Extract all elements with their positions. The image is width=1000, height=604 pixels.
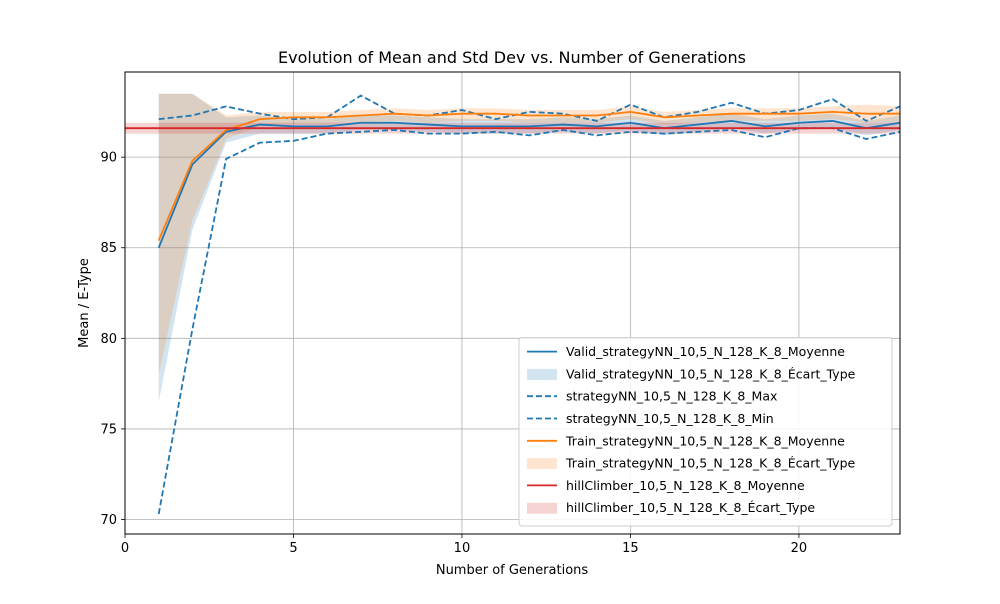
valid-strategynn-10-5-n-128-k-8-cart-type-legend-swatch bbox=[527, 368, 557, 380]
valid-strategynn-10-5-n-128-k-8-cart-type-band bbox=[158, 93, 900, 402]
legend-label: Valid_strategyNN_10,5_N_128_K_8_Écart_Ty… bbox=[566, 366, 856, 381]
x-tick-label: 0 bbox=[121, 541, 129, 556]
legend-label: strategyNN_10,5_N_128_K_8_Min bbox=[566, 411, 774, 426]
legend-item: Train_strategyNN_10,5_N_128_K_8_Écart_Ty… bbox=[527, 456, 856, 471]
valid-strategynn-10-5-n-128-k-8-moyenne-line bbox=[157, 120, 901, 249]
legend-item: Valid_strategyNN_10,5_N_128_K_8_Écart_Ty… bbox=[527, 366, 856, 381]
chart-legend: Valid_strategyNN_10,5_N_128_K_8_Moyenne V… bbox=[518, 337, 893, 527]
x-tick-label: 5 bbox=[289, 541, 297, 556]
x-axis-label: Number of Generations bbox=[436, 563, 589, 578]
legend-label: hillClimber_10,5_N_128_K_8_Écart_Type bbox=[566, 500, 815, 515]
x-tick-label: 10 bbox=[454, 541, 471, 556]
axis-ticks: 0 5 10 15 20 70 75 80 85 90 bbox=[100, 151, 807, 556]
legend-label: Train_strategyNN_10,5_N_128_K_8_Écart_Ty… bbox=[565, 456, 856, 471]
legend-label: hillClimber_10,5_N_128_K_8_Moyenne bbox=[566, 478, 805, 493]
legend-item: Train_strategyNN_10,5_N_128_K_8_Moyenne bbox=[527, 433, 845, 448]
train-strategynn-10-5-n-128-k-8-cart-type-band bbox=[158, 93, 900, 375]
hillclimber-10-5-n-128-k-8-cart-type-legend-swatch bbox=[527, 502, 557, 514]
legend-item: hillClimber_10,5_N_128_K_8_Écart_Type bbox=[527, 500, 815, 515]
strategynn-10-5-n-128-k-8-min-line bbox=[157, 127, 901, 515]
train-strategynn-10-5-n-128-k-8-moyenne-line bbox=[157, 110, 900, 241]
legend-label: Valid_strategyNN_10,5_N_128_K_8_Moyenne bbox=[566, 344, 845, 359]
series-lines bbox=[125, 94, 901, 515]
legend-item: strategyNN_10,5_N_128_K_8_Min bbox=[527, 411, 774, 426]
chart-title: Evolution of Mean and Std Dev vs. Number… bbox=[278, 48, 746, 67]
grid-lines bbox=[124, 72, 900, 534]
x-tick-label: 15 bbox=[622, 541, 639, 556]
y-tick-label: 75 bbox=[100, 422, 117, 437]
train-strategynn-10-5-n-128-k-8-cart-type-legend-swatch bbox=[527, 458, 557, 470]
legend-box bbox=[518, 337, 893, 527]
y-tick-label: 70 bbox=[100, 513, 117, 528]
plot-frame bbox=[124, 71, 901, 535]
x-tick-label: 20 bbox=[791, 541, 808, 556]
legend-label: Train_strategyNN_10,5_N_128_K_8_Moyenne bbox=[565, 433, 845, 448]
y-tick-label: 80 bbox=[100, 332, 117, 347]
legend-item: Valid_strategyNN_10,5_N_128_K_8_Moyenne bbox=[527, 344, 845, 359]
y-tick-label: 85 bbox=[100, 241, 117, 256]
y-axis-label: Mean / E-Type bbox=[77, 258, 92, 348]
y-tick-label: 90 bbox=[100, 151, 117, 166]
legend-label: strategyNN_10,5_N_128_K_8_Max bbox=[566, 389, 777, 404]
legend-item: strategyNN_10,5_N_128_K_8_Max bbox=[527, 389, 777, 404]
legend-item: hillClimber_10,5_N_128_K_8_Moyenne bbox=[527, 478, 805, 493]
